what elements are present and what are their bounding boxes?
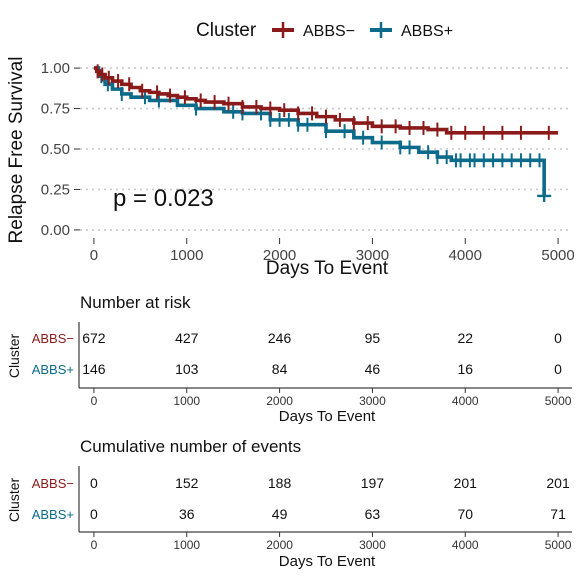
events_table-cell: 49 xyxy=(272,506,288,522)
risk_table-x-tick-label: 3000 xyxy=(359,394,386,408)
series-layer xyxy=(93,64,559,202)
series-abbs-plus xyxy=(93,66,552,202)
legend: Cluster ABBS− ABBS+ xyxy=(196,20,453,41)
risk-table-xlabel: Days To Event xyxy=(279,408,376,425)
risk-table-title: Number at risk xyxy=(80,293,191,312)
risk_table-x-tick-label: 4000 xyxy=(452,394,479,408)
events-table: Cumulative number of events Cluster ABBS… xyxy=(6,437,572,570)
risk_table-cell: 46 xyxy=(365,361,381,377)
risk_table-x-tick-label: 2000 xyxy=(266,394,293,408)
events_table-cell: 63 xyxy=(365,506,381,522)
y-axis-label: Relapse Free Survival xyxy=(6,57,27,244)
survival-curve-abbs-minus xyxy=(93,66,559,135)
events_table-cell: 36 xyxy=(179,506,195,522)
risk-table-ylabel: Cluster xyxy=(6,333,22,378)
risk_table-cell: 84 xyxy=(272,361,288,377)
y-tick-label: 0.25 xyxy=(41,181,70,198)
events-table-xlabel: Days To Event xyxy=(279,553,376,570)
events_table-cell: 152 xyxy=(175,475,199,491)
risk_table-cell: 0 xyxy=(554,361,562,377)
risk_table-cell: 672 xyxy=(82,330,106,346)
x-tick-label: 2000 xyxy=(263,247,296,264)
events_table-cell: 70 xyxy=(457,506,473,522)
y-tick-label: 1.00 xyxy=(41,60,70,77)
events_table-x-tick-label: 2000 xyxy=(266,538,293,552)
events-table-rows: ABBS− 0 152 188 197 201 201 ABBS+ 0 36 49 63 70 71 xyxy=(32,475,570,522)
risk_table-x-tick-label: 5000 xyxy=(545,394,572,408)
risk_table-row-label: ABBS− xyxy=(32,331,74,346)
events_table-cell: 201 xyxy=(546,475,570,491)
risk-table-rows: ABBS− 672 427 246 95 22 0 ABBS+ 146 103 84 46 16 0 xyxy=(32,330,562,377)
legend-title: Cluster xyxy=(196,20,257,41)
x-axis-label: Days To Event xyxy=(266,258,389,279)
legend-label-abbs-plus: ABBS+ xyxy=(401,23,453,40)
risk_table-cell: 103 xyxy=(175,361,199,377)
events-table-x-axis: 0 1000 2000 3000 4000 5000 xyxy=(91,532,572,552)
events_table-x-tick-label: 1000 xyxy=(173,538,200,552)
events_table-row-label: ABBS+ xyxy=(32,507,74,522)
events_table-x-tick-label: 4000 xyxy=(452,538,479,552)
events_table-cell: 188 xyxy=(268,475,292,491)
risk_table-cell: 146 xyxy=(82,361,106,377)
events_table-cell: 0 xyxy=(90,506,98,522)
x-tick-label: 4000 xyxy=(449,247,482,264)
x-axis: 0 1000 2000 3000 4000 5000 xyxy=(90,238,575,264)
events_table-x-tick-label: 3000 xyxy=(359,538,386,552)
legend-key-abbs-plus xyxy=(370,22,392,38)
risk_table-x-tick-label: 1000 xyxy=(173,394,200,408)
events_table-cell: 0 xyxy=(90,475,98,491)
risk_table-cell: 246 xyxy=(268,330,292,346)
events-table-ylabel: Cluster xyxy=(6,477,22,522)
grid xyxy=(80,67,572,231)
events_table-cell: 197 xyxy=(361,475,385,491)
legend-key-abbs-minus xyxy=(272,22,294,38)
events_table-row-label: ABBS− xyxy=(32,476,74,491)
x-tick-label: 3000 xyxy=(356,247,389,264)
y-tick-label: 0.75 xyxy=(41,101,70,118)
y-tick-label: 0.50 xyxy=(41,141,70,158)
events-table-title: Cumulative number of events xyxy=(80,437,301,456)
legend-label-abbs-minus: ABBS− xyxy=(303,23,355,40)
x-tick-label: 0 xyxy=(90,247,98,264)
p-value-annotation: p = 0.023 xyxy=(113,185,214,212)
risk_table-x-tick-label: 0 xyxy=(91,394,98,408)
km-plot: 0.00 0.25 0.50 0.75 1.00 0 1000 2000 3000 4000 50… xyxy=(6,57,575,279)
x-tick-label: 1000 xyxy=(170,247,203,264)
y-axis: 0.00 0.25 0.50 0.75 1.00 xyxy=(41,60,80,239)
risk_table-cell: 0 xyxy=(554,330,562,346)
events_table-cell: 71 xyxy=(550,506,566,522)
risk_table-cell: 427 xyxy=(175,330,199,346)
events_table-cell: 201 xyxy=(454,475,478,491)
risk_table-row-label: ABBS+ xyxy=(32,362,74,377)
y-tick-label: 0.00 xyxy=(41,222,70,239)
risk-table: Number at risk Cluster ABBS− 672 427 246 95 2… xyxy=(6,293,572,425)
series-abbs-minus xyxy=(93,64,559,140)
x-tick-label: 5000 xyxy=(541,247,574,264)
risk_table-cell: 16 xyxy=(457,361,473,377)
risk_table-cell: 22 xyxy=(457,330,473,346)
risk-table-x-axis: 0 1000 2000 3000 4000 5000 xyxy=(91,388,572,408)
events_table-x-tick-label: 0 xyxy=(91,538,98,552)
risk_table-cell: 95 xyxy=(365,330,381,346)
events_table-x-tick-label: 5000 xyxy=(545,538,572,552)
